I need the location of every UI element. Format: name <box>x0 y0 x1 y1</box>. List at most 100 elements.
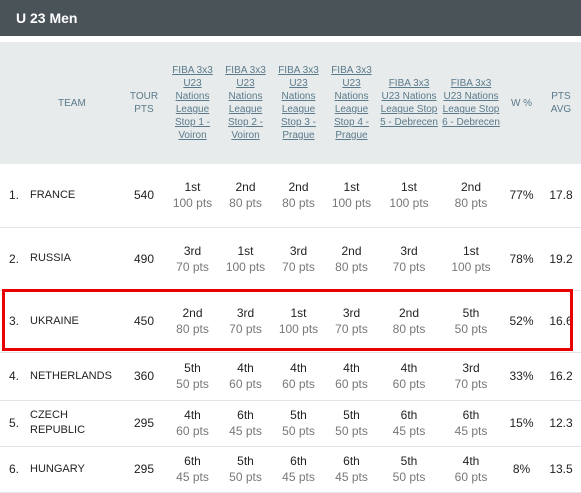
pts-avg-cell: 12.3 <box>541 400 581 447</box>
rank-cell: 2. <box>0 227 30 291</box>
stop-result-cell: 3rd 70 pts <box>378 227 440 291</box>
rank-cell: 5. <box>0 400 30 447</box>
stop-place: 3rd <box>400 243 418 258</box>
stop-place: 5th <box>290 408 307 422</box>
stop-points: 50 pts <box>335 424 368 438</box>
win-pct-cell: 15% <box>502 400 541 447</box>
stop-points: 50 pts <box>176 377 209 391</box>
table-header-row: TEAM TOUR PTS FIBA 3x3 U23 Nations Leagu… <box>0 42 581 164</box>
stop-points: 50 pts <box>392 470 426 484</box>
column-header-stop-4[interactable]: FIBA 3x3 U23 Nations League Stop 4 - Pra… <box>325 42 378 164</box>
stop-result-cell: 3rd 70 pts <box>325 290 378 353</box>
stop-place: 6th <box>343 454 360 468</box>
stop-2-link[interactable]: FIBA 3x3 U23 Nations League Stop 2 - Voi… <box>225 65 266 141</box>
stop-1-link[interactable]: FIBA 3x3 U23 Nations League Stop 1 - Voi… <box>172 65 213 141</box>
stop-place: 5th <box>237 454 254 468</box>
stop-place: 3rd <box>236 306 255 320</box>
stop-place: 1st <box>462 243 479 258</box>
stop-place: 5th <box>400 454 418 468</box>
stop-points: 80 pts <box>392 322 426 336</box>
stop-points: 50 pts <box>229 470 262 484</box>
stop-points: 100 pts <box>225 259 266 274</box>
stop-result-cell: 3rd 70 pts <box>166 227 219 291</box>
stop-points: 60 pts <box>282 377 315 391</box>
stop-points: 45 pts <box>282 470 315 484</box>
stop-place: 1st <box>290 306 307 320</box>
pts-avg-cell: 13.5 <box>541 446 581 493</box>
stop-result-cell: 1st 100 pts <box>272 290 325 353</box>
tour-pts-cell: 540 <box>122 164 166 228</box>
stop-place: 3rd <box>342 306 361 320</box>
tour-pts-cell: 295 <box>122 400 166 447</box>
stop-result-cell: 5th 50 pts <box>166 352 219 401</box>
stop-points: 100 pts <box>451 259 491 274</box>
stop-place: 3rd <box>289 243 308 258</box>
team-name: FRANCE <box>30 164 122 228</box>
stop-result-cell: 6th 45 pts <box>440 400 502 447</box>
stop-result-cell: 5th 50 pts <box>325 400 378 447</box>
rank-cell: 1. <box>0 164 30 228</box>
stop-result-cell: 3rd 70 pts <box>440 352 502 401</box>
stop-place: 6th <box>237 408 254 422</box>
stop-points: 100 pts <box>172 196 213 211</box>
stop-points: 60 pts <box>176 424 209 438</box>
stop-place: 2nd <box>235 180 256 195</box>
stop-place: 5th <box>462 306 480 320</box>
table-row: 4. NETHERLANDS 360 5th 50 pts 4th 60 pts 4th 60 … <box>0 352 581 401</box>
stop-result-cell: 6th 45 pts <box>378 400 440 447</box>
stop-result-cell: 4th 60 pts <box>378 352 440 401</box>
stop-place: 2nd <box>341 243 362 258</box>
stop-place: 1st <box>343 180 360 195</box>
stop-points: 45 pts <box>176 470 209 484</box>
column-header-stop-3[interactable]: FIBA 3x3 U23 Nations League Stop 3 - Pra… <box>272 42 325 164</box>
stop-points: 50 pts <box>454 322 488 336</box>
stop-5-link[interactable]: FIBA 3x3 U23 Nations League Stop 5 - Deb… <box>380 78 438 128</box>
column-header-stop-6[interactable]: FIBA 3x3 U23 Nations League Stop 6 - Deb… <box>440 42 502 164</box>
stop-place: 5th <box>184 361 201 375</box>
stop-place: 1st <box>184 180 201 195</box>
stop-place: 2nd <box>398 306 420 320</box>
stop-3-link[interactable]: FIBA 3x3 U23 Nations League Stop 3 - Pra… <box>278 65 319 141</box>
table-row: 2. RUSSIA 490 3rd 70 pts 1st 100 pts 3rd 70 pts 2… <box>0 227 581 291</box>
stop-result-cell: 2nd 80 pts <box>272 164 325 228</box>
stop-place: 3rd <box>183 243 202 258</box>
rank-cell: 6. <box>0 446 30 493</box>
table-row: 6. HUNGARY 295 6th 45 pts 5th 50 pts 6th 45 pts 6… <box>0 446 581 493</box>
column-header-pts-avg: PTS AVG <box>541 42 581 164</box>
table-row: 5. CZECH REPUBLIC 295 4th 60 pts 6th 45 pts 5th… <box>0 400 581 447</box>
column-header-stop-5[interactable]: FIBA 3x3 U23 Nations League Stop 5 - Deb… <box>378 42 440 164</box>
stop-result-cell: 3rd 70 pts <box>219 290 272 353</box>
stop-place: 4th <box>290 361 307 375</box>
stop-points: 80 pts <box>335 259 368 274</box>
standings-table: TEAM TOUR PTS FIBA 3x3 U23 Nations Leagu… <box>0 42 581 493</box>
stop-points: 80 pts <box>454 196 488 211</box>
pts-avg-cell: 16.2 <box>541 352 581 401</box>
column-header-stop-2[interactable]: FIBA 3x3 U23 Nations League Stop 2 - Voi… <box>219 42 272 164</box>
stop-result-cell: 1st 100 pts <box>325 164 378 228</box>
stop-result-cell: 1st 100 pts <box>219 227 272 291</box>
stop-4-link[interactable]: FIBA 3x3 U23 Nations League Stop 4 - Pra… <box>331 65 372 141</box>
stop-place: 6th <box>290 454 307 468</box>
stop-place: 4th <box>184 408 201 422</box>
stop-place: 4th <box>400 361 418 375</box>
stop-place: 6th <box>462 408 480 422</box>
stop-place: 2nd <box>460 180 482 195</box>
win-pct-cell: 77% <box>502 164 541 228</box>
stop-result-cell: 4th 60 pts <box>272 352 325 401</box>
team-name: UKRAINE <box>30 290 122 353</box>
stop-points: 60 pts <box>454 470 488 484</box>
stop-place: 4th <box>462 454 480 468</box>
stop-points: 70 pts <box>335 322 368 336</box>
table-title: U 23 Men <box>0 0 581 36</box>
stop-result-cell: 4th 60 pts <box>440 446 502 493</box>
column-header-win-pct: W % <box>502 42 541 164</box>
column-header-stop-1[interactable]: FIBA 3x3 U23 Nations League Stop 1 - Voi… <box>166 42 219 164</box>
stop-result-cell: 2nd 80 pts <box>440 164 502 228</box>
team-name: CZECH REPUBLIC <box>30 400 122 447</box>
tour-pts-cell: 450 <box>122 290 166 353</box>
stop-result-cell: 1st 100 pts <box>166 164 219 228</box>
stop-place: 1st <box>237 243 254 258</box>
stop-points: 60 pts <box>229 377 262 391</box>
stop-place: 2nd <box>288 180 309 195</box>
stop-6-link[interactable]: FIBA 3x3 U23 Nations League Stop 6 - Deb… <box>442 78 500 128</box>
